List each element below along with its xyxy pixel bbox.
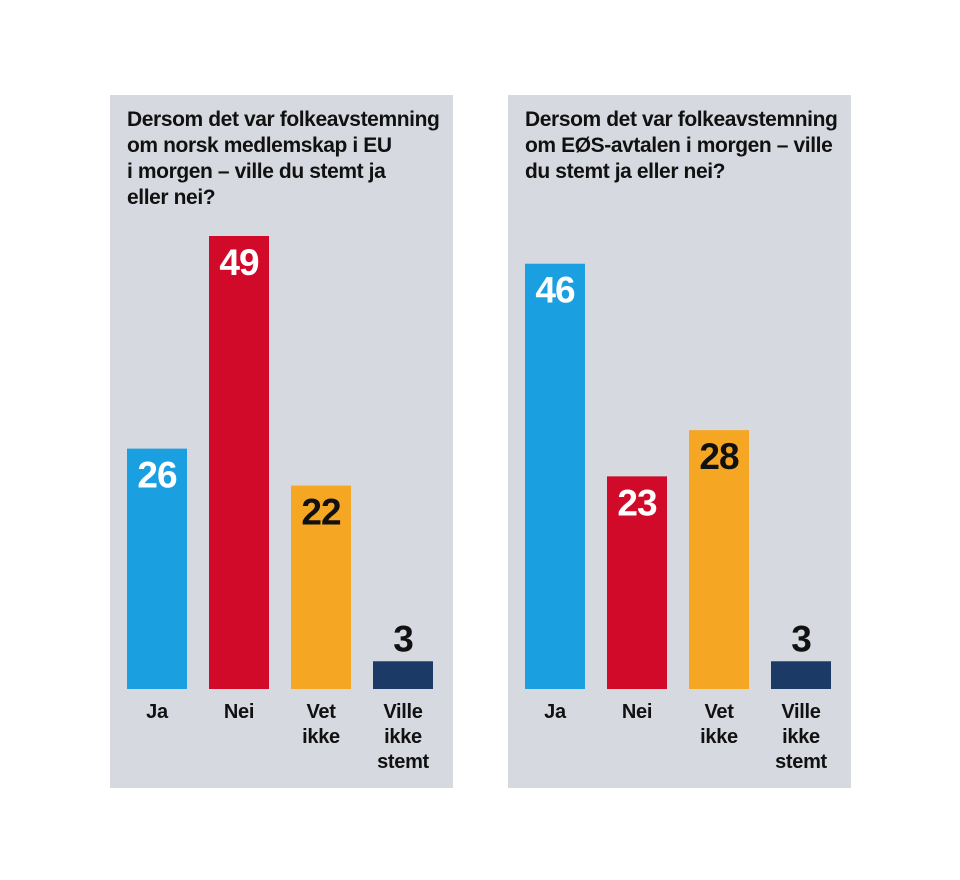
bar-chart-eos: 46 Ja 23 Nei 28 Vet ikke 3 Ville ikke stemt: [525, 263, 831, 773]
value-label-ja: 46: [535, 270, 575, 311]
bar-ville-ikke-stemt: [373, 661, 433, 689]
category-label-vet-ikke: Vet ikke: [700, 701, 738, 748]
category-label-ja: Ja: [544, 701, 567, 723]
value-label-ville-ikke-stemt: 3: [393, 618, 413, 659]
bar-ja: [127, 448, 187, 689]
category-label-nei: Nei: [622, 701, 652, 723]
bar-chart-eu: 26 Ja 49 Nei 22 Vet ikke 3 Ville ikke stemt: [127, 236, 433, 773]
bar-ville-ikke-stemt: [771, 661, 831, 689]
chart-title: Dersom det var folkeavstemning om EØS-av…: [525, 108, 838, 183]
panel-eos-agreement: Dersom det var folkeavstemning om EØS-av…: [508, 95, 851, 788]
value-label-ja: 26: [137, 455, 177, 496]
category-label-vet-ikke: Vet ikke: [302, 701, 340, 748]
value-label-nei: 49: [219, 242, 259, 283]
panel-eu-membership: Dersom det var folkeavstemning om norsk …: [110, 95, 453, 788]
value-label-nei: 23: [617, 482, 657, 523]
bar-ja: [525, 263, 585, 689]
category-label-nei: Nei: [224, 701, 254, 723]
category-label-ville-ikke-stemt: Ville ikke stemt: [377, 701, 429, 773]
chart-title: Dersom det var folkeavstemning om norsk …: [127, 108, 440, 209]
value-label-ville-ikke-stemt: 3: [791, 618, 811, 659]
category-label-ja: Ja: [146, 701, 169, 723]
bar-nei: [607, 476, 667, 689]
value-label-vet-ikke: 28: [699, 436, 739, 477]
value-label-vet-ikke: 22: [301, 492, 341, 533]
bar-vet-ikke: [291, 485, 351, 689]
category-label-ville-ikke-stemt: Ville ikke stemt: [775, 701, 827, 773]
bar-nei: [209, 236, 269, 689]
bar-vet-ikke: [689, 430, 749, 689]
